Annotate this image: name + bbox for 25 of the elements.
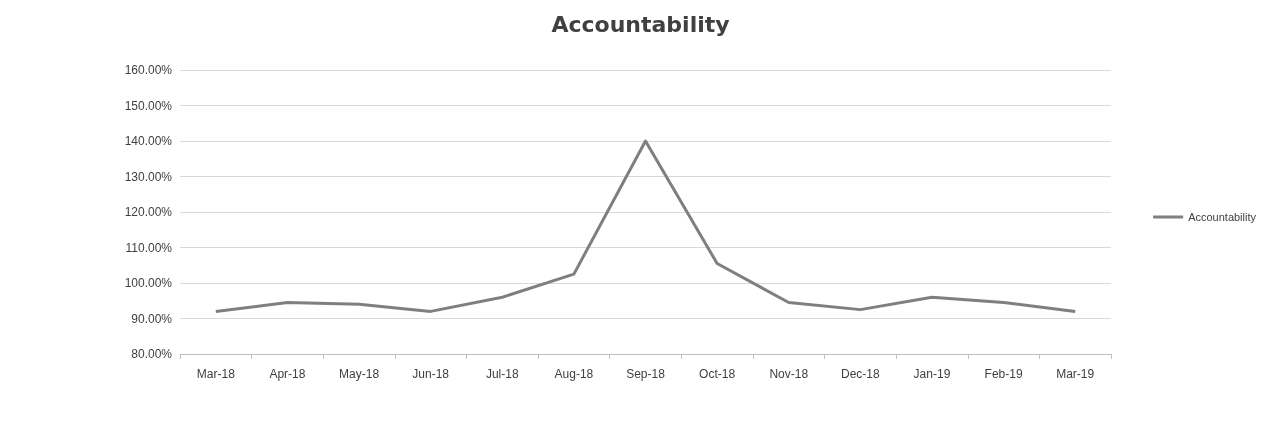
y-tick-label: 90.00%	[131, 311, 173, 326]
x-tick-label: Jun-18	[412, 367, 450, 381]
x-tick-label: Oct-18	[699, 367, 736, 381]
y-tick-label: 130.00%	[124, 169, 173, 184]
legend-label: Accountability	[1188, 211, 1257, 223]
y-tick-label: 140.00%	[124, 134, 173, 148]
x-tick-label: Apr-18	[269, 367, 306, 381]
x-tick-label: Aug-18	[554, 367, 594, 381]
line-series	[214, 139, 1077, 313]
y-tick-label: 100.00%	[124, 276, 173, 290]
x-tick-label: Jul-18	[485, 367, 519, 381]
x-tick-label: Mar-19	[1056, 367, 1095, 381]
y-tick-label: 120.00%	[124, 205, 173, 219]
y-tick-label: 80.00%	[131, 347, 173, 361]
x-tick-label: Feb-19	[984, 367, 1023, 381]
x-tick-label: Dec-18	[841, 367, 881, 381]
chart-title: Accountability	[551, 11, 730, 37]
x-tick-label: Nov-18	[769, 367, 809, 381]
x-tick-label: Mar-18	[196, 367, 236, 381]
y-tick-label: 110.00%	[125, 240, 173, 255]
x-tick-label: Sep-18	[626, 367, 666, 381]
x-tick-label: Jan-19	[913, 367, 951, 381]
y-tick-label: 150.00%	[124, 98, 173, 113]
x-tick-label: May-18	[339, 367, 380, 381]
y-tick-label: 160.00%	[124, 63, 173, 77]
